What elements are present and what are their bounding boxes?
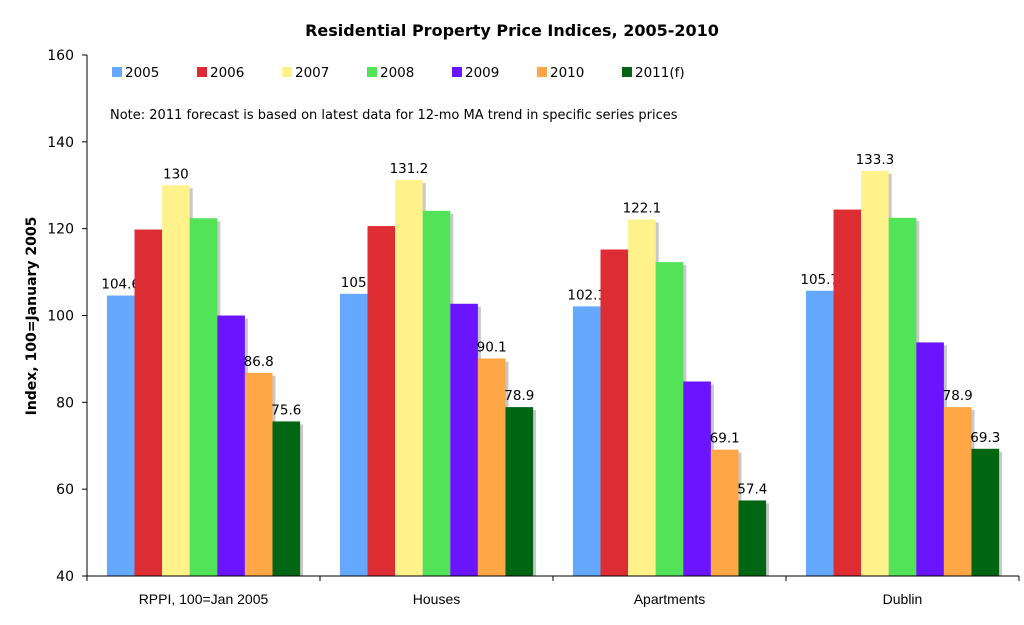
bars: 104.6 130 86.8 75.6 105 131.2 90.1 78.9 102.1 122… — [101, 152, 1003, 577]
data-label: 78.9 — [943, 388, 973, 404]
y-axis: 40 60 80 100 120 140 160 — [47, 48, 88, 585]
bar — [395, 180, 423, 577]
bar — [106, 295, 135, 576]
legend-swatch — [622, 67, 632, 77]
legend-label: 2010 — [550, 65, 584, 81]
bar — [162, 185, 190, 576]
bar — [367, 226, 396, 577]
bar — [244, 372, 273, 576]
y-tick-label: 100 — [47, 309, 74, 325]
bar — [943, 407, 972, 576]
bar — [189, 218, 218, 576]
legend-swatch — [282, 67, 292, 77]
y-axis-label: Index, 100=January 2005 — [24, 217, 40, 416]
data-label: 90.1 — [477, 339, 507, 355]
data-label: 105.7 — [800, 272, 839, 288]
bar — [628, 219, 656, 576]
bar — [916, 342, 944, 576]
bar — [738, 500, 767, 576]
x-tick-label: Apartments — [634, 591, 706, 607]
x-axis: RPPI, 100=Jan 2005 Houses Apartments Dublin — [86, 575, 1020, 607]
legend-swatch — [367, 67, 377, 77]
data-label: 122.1 — [623, 201, 662, 217]
y-tick-label: 40 — [56, 569, 74, 585]
legend: 2005 2006 2007 2008 2009 2010 2011(f) — [112, 65, 685, 81]
data-label: 102.1 — [567, 287, 606, 303]
legend-label: 2007 — [295, 65, 329, 81]
legend-label: 2009 — [465, 65, 499, 81]
y-tick-label: 60 — [56, 482, 74, 498]
bar — [861, 170, 889, 577]
legend-swatch — [537, 67, 547, 77]
bar — [572, 306, 601, 576]
legend-swatch — [112, 67, 122, 77]
legend-label: 2006 — [210, 65, 244, 81]
data-label: 69.3 — [970, 430, 1000, 446]
data-label: 105 — [341, 275, 367, 291]
legend-label: 2008 — [380, 65, 414, 81]
bar — [339, 293, 368, 576]
bar — [971, 448, 1000, 576]
data-label: 133.3 — [856, 152, 895, 168]
bar — [683, 381, 711, 576]
data-label: 130 — [163, 166, 189, 182]
bar — [134, 229, 163, 576]
data-label: 78.9 — [504, 388, 534, 404]
legend-label: 2005 — [125, 65, 159, 81]
bar — [655, 262, 684, 576]
y-tick-label: 160 — [47, 48, 74, 64]
y-tick-label: 120 — [47, 222, 74, 238]
data-label: 104.6 — [101, 277, 140, 293]
y-tick-label: 80 — [56, 395, 74, 411]
legend-swatch — [197, 67, 207, 77]
x-tick-label: Dublin — [883, 591, 923, 607]
bar — [833, 209, 862, 576]
bar — [450, 303, 478, 576]
data-label: 86.8 — [244, 354, 274, 370]
legend-swatch — [452, 67, 462, 77]
bar — [600, 249, 629, 577]
bar — [422, 210, 451, 576]
data-label: 69.1 — [710, 431, 740, 447]
data-label: 131.2 — [390, 161, 429, 177]
x-tick-label: RPPI, 100=Jan 2005 — [139, 591, 269, 607]
y-tick-label: 140 — [47, 135, 74, 151]
x-tick-label: Houses — [413, 591, 460, 607]
bar — [477, 358, 506, 576]
chart-title: Residential Property Price Indices, 2005… — [305, 21, 719, 40]
data-label: 57.4 — [737, 481, 767, 497]
bar — [272, 421, 301, 576]
legend-label: 2011(f) — [635, 65, 685, 81]
bar — [805, 290, 834, 576]
chart-note: Note: 2011 forecast is based on latest d… — [110, 108, 678, 123]
data-label: 75.6 — [271, 402, 301, 418]
bar — [888, 217, 917, 576]
bar — [505, 407, 534, 576]
bar — [710, 449, 739, 576]
bar — [217, 315, 245, 576]
